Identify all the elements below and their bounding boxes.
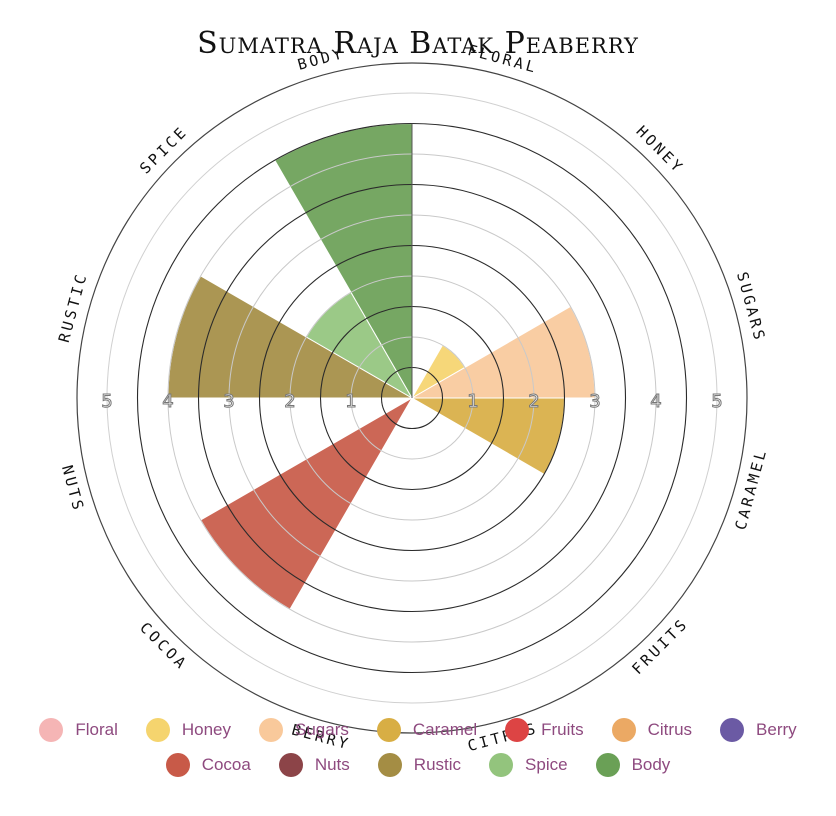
legend-swatch xyxy=(376,718,401,742)
legend-label: Berry xyxy=(756,720,797,739)
legend-item-honey[interactable]: Honey xyxy=(145,718,231,742)
tick-label: 4 xyxy=(162,391,173,412)
category-label-floral: FLORAL xyxy=(466,41,540,77)
wedge-caramel xyxy=(410,397,566,475)
legend-label: Sugars xyxy=(295,720,349,739)
legend-item-rustic[interactable]: Rustic xyxy=(377,753,462,777)
legend-item-fruits[interactable]: Fruits xyxy=(505,718,584,742)
wedge-cocoa xyxy=(200,396,414,610)
legend-item-nuts[interactable]: Nuts xyxy=(278,753,350,777)
legend-label: Spice xyxy=(525,755,568,774)
category-label-honey: HONEY xyxy=(633,122,688,177)
legend-swatch xyxy=(720,718,745,742)
legend-label: Body xyxy=(631,755,671,774)
legend-swatch xyxy=(377,753,402,777)
legend-label: Citrus xyxy=(647,720,693,739)
outer-ring xyxy=(76,62,748,734)
grid-ring xyxy=(106,92,718,704)
legend-swatch xyxy=(165,753,190,777)
tick-label: 1 xyxy=(345,391,356,412)
tick-label: 2 xyxy=(528,391,539,412)
legend-item-floral[interactable]: Floral xyxy=(39,718,118,742)
legend-swatch xyxy=(278,753,303,777)
legend-item-body[interactable]: Body xyxy=(595,753,671,777)
legend-item-caramel[interactable]: Caramel xyxy=(376,718,478,742)
tick-label: 5 xyxy=(711,391,722,412)
legend-swatch xyxy=(145,718,170,742)
legend-label: Fruits xyxy=(541,720,584,739)
legend-swatch xyxy=(39,718,64,742)
legend-swatch xyxy=(259,718,283,742)
category-label-cocoa: COCOA xyxy=(136,619,191,674)
category-label-caramel: CARAMEL xyxy=(731,446,770,532)
tick-label: 3 xyxy=(589,391,600,412)
legend-row: Cocoa Nuts Rustic Spice Body xyxy=(0,753,836,777)
legend-item-cocoa[interactable]: Cocoa xyxy=(165,753,251,777)
legend-label: Rustic xyxy=(413,755,462,774)
legend-label: Honey xyxy=(181,720,231,739)
legend-row: Floral Honey Sugars Caramel Fruits Citrus Berr… xyxy=(0,718,836,742)
legend-item-berry[interactable]: Berry xyxy=(720,718,797,742)
legend-item-spice[interactable]: Spice xyxy=(489,753,568,777)
legend-item-citrus[interactable]: Citrus xyxy=(611,718,693,742)
legend-label: Nuts xyxy=(314,755,350,774)
tick-label: 3 xyxy=(223,391,234,412)
tick-label: 5 xyxy=(101,391,112,412)
category-label-rustic: RUSTIC xyxy=(55,270,91,344)
legend-item-sugars[interactable]: Sugars xyxy=(259,718,349,742)
chart-title: Sumatra Raja Batak Peaberry xyxy=(197,26,639,61)
legend-label: Caramel xyxy=(412,720,478,739)
tick-group: 1 1 2 2 3 3 4 4 5 5 xyxy=(101,391,723,413)
category-label-sugars: SUGARS xyxy=(733,270,769,344)
legend-swatch xyxy=(505,718,530,742)
legend-swatch xyxy=(489,753,514,777)
legend-label: Floral xyxy=(75,720,118,739)
legend-label: Cocoa xyxy=(201,755,251,774)
tick-label: 1 xyxy=(467,391,478,412)
legend: Floral Honey Sugars Caramel Fruits Citrus Berr… xyxy=(0,718,836,788)
category-label-spice: SPICE xyxy=(136,122,191,177)
legend-swatch xyxy=(611,718,636,742)
wedge-group xyxy=(167,122,596,610)
legend-swatch xyxy=(595,753,620,777)
category-label-body: BODY xyxy=(296,44,347,74)
category-label-nuts: NUTS xyxy=(58,463,88,514)
tick-label: 2 xyxy=(284,391,295,412)
ring-group xyxy=(76,62,748,734)
tick-label: 4 xyxy=(650,391,661,412)
